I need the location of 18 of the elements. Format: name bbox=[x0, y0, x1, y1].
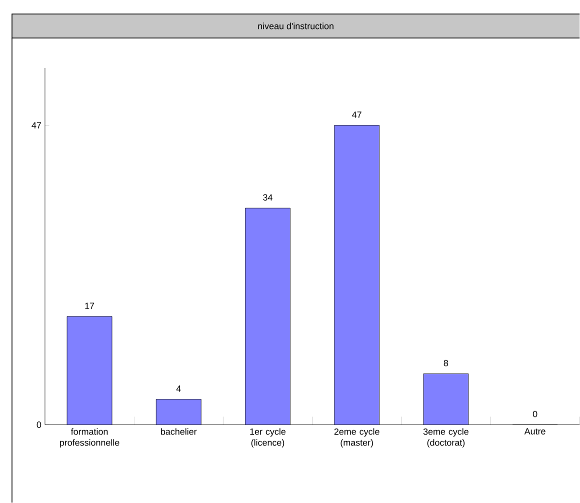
data-label: 34 bbox=[263, 194, 272, 201]
data-label: 17 bbox=[85, 302, 94, 309]
data-label: 8 bbox=[444, 360, 448, 366]
x-tick-label: 1er cycle (licence) bbox=[250, 428, 286, 448]
x-tick-label: bachelier bbox=[161, 428, 197, 435]
bar bbox=[67, 316, 112, 425]
bar bbox=[156, 399, 202, 425]
x-tick-label: 3eme cycle (doctorat) bbox=[423, 428, 468, 448]
bar bbox=[245, 208, 290, 425]
chart-title: niveau d'instruction bbox=[258, 22, 334, 30]
bar bbox=[423, 374, 468, 425]
bar bbox=[334, 125, 380, 425]
x-tick-label: Autre bbox=[524, 428, 546, 434]
data-label: 0 bbox=[532, 410, 538, 418]
x-tick-label: formation professionnelle bbox=[60, 428, 120, 448]
data-label: 4 bbox=[176, 386, 181, 392]
x-tick-label: 2eme cycle (master) bbox=[334, 428, 380, 448]
data-label: 47 bbox=[352, 112, 362, 118]
